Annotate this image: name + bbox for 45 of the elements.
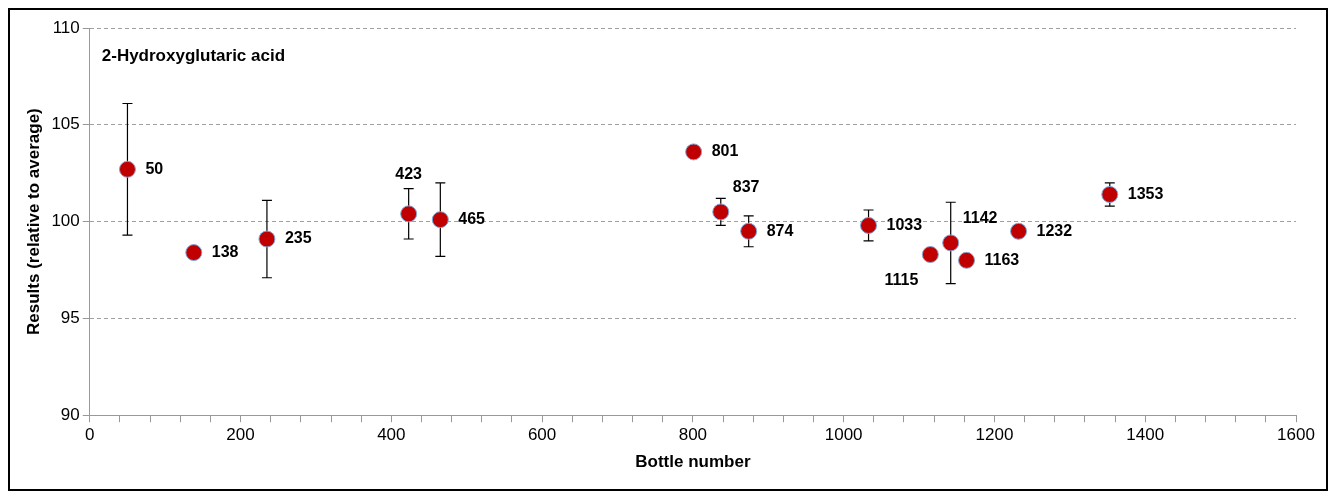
point	[860, 216, 878, 234]
annotation: 235	[284, 229, 312, 247]
point	[958, 251, 976, 269]
annotation: 138	[211, 242, 239, 260]
point	[258, 230, 276, 248]
x-tick-label: 1200	[975, 425, 1014, 445]
text: 2-Hydroxyglutaric acid	[101, 45, 286, 65]
point	[185, 244, 203, 262]
y-tick-label: 90	[60, 404, 80, 424]
annotation: 1163	[984, 250, 1020, 268]
point	[118, 160, 136, 178]
x-tick-label: 200	[226, 425, 255, 445]
x-tick-label: 1400	[1126, 425, 1165, 445]
y-tick-label: 95	[60, 308, 80, 328]
x-tick-label: 1600	[1277, 425, 1315, 445]
point	[1101, 186, 1119, 203]
x-tick-label: 800	[678, 425, 708, 445]
annotation: 1115	[884, 270, 919, 288]
y-tick-label: 105	[51, 114, 80, 134]
annotation: 1353	[1127, 184, 1164, 202]
annotation: 1142	[962, 209, 998, 227]
x-tick-label: 1000	[824, 425, 863, 445]
y-axis-title: Results (relative to average)	[23, 108, 43, 335]
point	[400, 205, 418, 223]
point	[921, 246, 939, 264]
x-tick-label: 0	[85, 425, 95, 445]
annotation: 1033	[886, 215, 923, 233]
annotation: 801	[711, 142, 739, 160]
point	[685, 143, 703, 161]
point	[431, 211, 449, 229]
annotation: 423	[395, 165, 423, 183]
y-tick-label: 110	[52, 17, 80, 37]
point	[712, 203, 730, 221]
annotation: 465	[458, 210, 486, 228]
annotation: 874	[766, 221, 794, 239]
annotation: 1232	[1036, 221, 1073, 239]
x-axis-title: Bottle number	[635, 452, 751, 472]
x-tick-label: 400	[377, 425, 406, 445]
point	[942, 234, 960, 252]
point	[740, 222, 758, 240]
y-tick-label: 100	[51, 211, 80, 231]
point	[1010, 222, 1028, 240]
annotation: 50	[145, 159, 164, 177]
x-tick-label: 600	[527, 425, 557, 445]
annotation: 837	[732, 178, 760, 196]
